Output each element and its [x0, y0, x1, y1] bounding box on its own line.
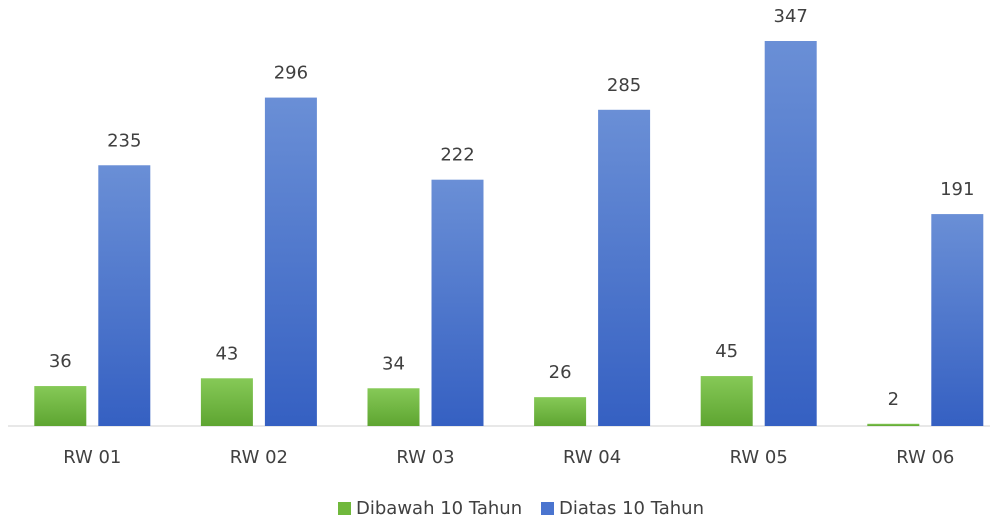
- bar: [598, 109, 651, 427]
- legend-label: Dibawah 10 Tahun: [356, 498, 522, 519]
- data-label: 222: [440, 145, 474, 166]
- bar: [431, 179, 484, 426]
- data-label: 43: [215, 343, 238, 364]
- bar: [867, 423, 920, 426]
- legend-label: Diatas 10 Tahun: [559, 498, 704, 519]
- data-label: 2: [888, 389, 899, 410]
- data-label: 36: [49, 351, 72, 372]
- bar: [200, 378, 253, 426]
- data-label: 235: [107, 130, 141, 151]
- legend-swatch: [541, 502, 554, 515]
- bar: [534, 397, 587, 426]
- data-label: 26: [549, 362, 572, 383]
- legend-swatch: [338, 502, 351, 515]
- x-tick-label: RW 06: [896, 447, 954, 468]
- data-label: 34: [382, 353, 405, 374]
- x-tick-label: RW 01: [63, 447, 121, 468]
- x-tick-label: RW 02: [230, 447, 288, 468]
- data-label: 285: [607, 75, 641, 96]
- bar: [34, 386, 87, 426]
- bar: [700, 376, 753, 426]
- data-label: 45: [715, 341, 738, 362]
- bar: [367, 388, 420, 426]
- data-label: 347: [774, 6, 808, 27]
- data-label: 191: [940, 179, 974, 200]
- x-tick-label: RW 03: [396, 447, 454, 468]
- data-label: 296: [274, 63, 308, 84]
- bar: [98, 165, 151, 426]
- bar: [931, 214, 984, 426]
- x-tick-label: RW 04: [563, 447, 621, 468]
- bar: [264, 97, 317, 426]
- bar: [764, 41, 817, 426]
- x-tick-label: RW 05: [730, 447, 788, 468]
